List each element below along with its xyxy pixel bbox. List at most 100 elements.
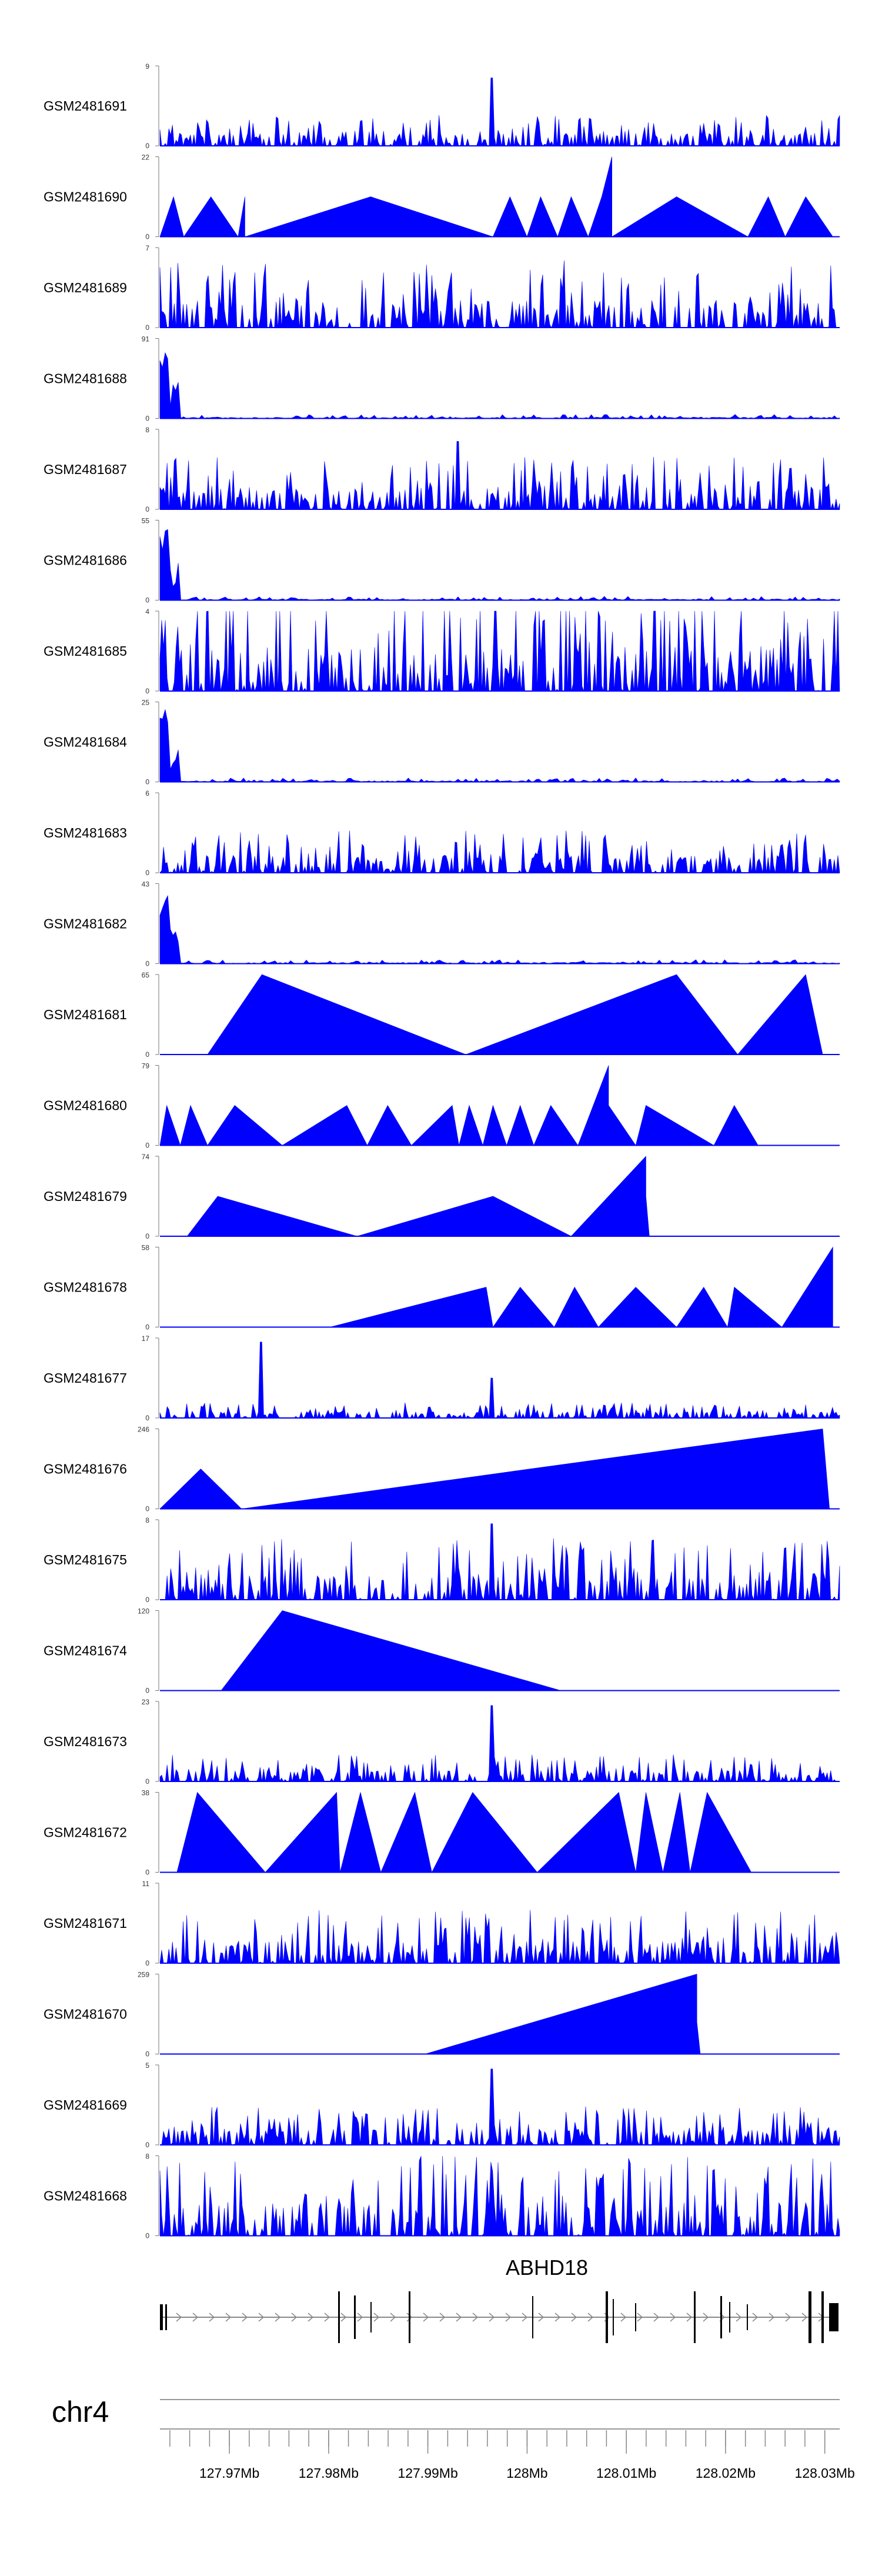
track-label: GSM2481682 <box>44 916 127 932</box>
coverage-area <box>159 260 840 329</box>
y-max-label: 58 <box>142 1244 150 1252</box>
axis-tick-label: 127.98Mb <box>299 2465 359 2481</box>
track-label: GSM2481673 <box>44 1734 127 1749</box>
strand-arrow <box>686 2313 693 2322</box>
track-label: GSM2481684 <box>44 735 127 750</box>
y-min-label: 0 <box>145 415 149 423</box>
track-GSM2481680: GSM2481680 79 0 <box>44 1062 840 1150</box>
y-min-label: 0 <box>145 2050 149 2058</box>
strand-arrow <box>258 2313 265 2322</box>
track-label: GSM2481675 <box>44 1552 127 1567</box>
y-min-label: 0 <box>145 1687 149 1695</box>
strand-arrow <box>554 2313 561 2322</box>
strand-arrow <box>439 2313 446 2322</box>
axis-tick-label: 128Mb <box>506 2465 547 2481</box>
track-GSM2481685: GSM2481685 4 0 <box>44 608 840 695</box>
y-max-label: 246 <box>138 1426 149 1434</box>
strand-arrow <box>538 2313 544 2322</box>
track-GSM2481677: GSM2481677 17 0 <box>44 1334 840 1422</box>
y-min-label: 0 <box>145 1232 149 1240</box>
exon-block <box>635 2303 636 2331</box>
strand-arrow <box>637 2313 643 2322</box>
exon-block <box>694 2291 696 2343</box>
y-min-label: 0 <box>145 233 149 241</box>
exon-block <box>747 2304 748 2330</box>
coverage-area <box>159 2155 840 2237</box>
track-label: GSM2481683 <box>44 825 127 840</box>
y-min-label: 0 <box>145 1959 149 1967</box>
y-min-label: 0 <box>145 1323 149 1332</box>
track-GSM2481691: GSM2481691 9 0 <box>44 62 840 150</box>
y-max-label: 43 <box>142 880 150 889</box>
y-max-label: 9 <box>145 62 149 71</box>
y-max-label: 11 <box>142 1880 150 1888</box>
y-min-label: 0 <box>145 2232 149 2240</box>
strand-arrow <box>192 2313 199 2322</box>
axis-tick-label: 128.01Mb <box>596 2465 656 2481</box>
track-GSM2481679: GSM2481679 74 0 <box>44 1153 840 1240</box>
exon-block <box>160 2304 163 2330</box>
y-min-label: 0 <box>145 505 149 513</box>
track-label: GSM2481679 <box>44 1189 127 1204</box>
strand-arrow <box>275 2313 281 2322</box>
strand-arrow <box>340 2313 347 2322</box>
strand-arrow <box>225 2313 232 2322</box>
track-GSM2481676: GSM2481676 246 0 <box>44 1426 840 1513</box>
coverage-area <box>176 1791 796 1873</box>
exon-block <box>729 2302 730 2333</box>
coverage-area <box>425 1974 769 2054</box>
coverage-area <box>159 830 840 874</box>
strand-arrow <box>472 2313 479 2322</box>
strand-arrow <box>308 2313 314 2322</box>
coverage-area <box>159 1910 840 1964</box>
strand-arrow <box>324 2313 330 2322</box>
track-label: GSM2481678 <box>44 1280 127 1295</box>
y-max-label: 8 <box>145 426 149 434</box>
track-GSM2481690: GSM2481690 22 0 <box>44 154 840 241</box>
exon-block <box>409 2291 410 2343</box>
strand-arrow <box>406 2313 413 2322</box>
y-max-label: 79 <box>142 1062 150 1070</box>
exon-block <box>354 2295 356 2339</box>
track-label: GSM2481677 <box>44 1370 127 1386</box>
coverage-area <box>220 1610 562 1691</box>
strand-arrow <box>505 2313 512 2322</box>
y-min-label: 0 <box>145 1050 149 1059</box>
exon-block <box>370 2302 372 2333</box>
track-label: GSM2481688 <box>44 371 127 386</box>
y-min-label: 0 <box>145 687 149 695</box>
strand-arrow <box>801 2313 808 2322</box>
coverage-area <box>160 2068 840 2146</box>
y-max-label: 23 <box>142 1698 150 1706</box>
coverage-area <box>159 610 840 692</box>
track-GSM2481670: GSM2481670 259 0 <box>44 1971 840 2058</box>
y-max-label: 8 <box>145 2153 149 2161</box>
strand-arrow <box>703 2313 709 2322</box>
y-max-label: 7 <box>145 244 149 252</box>
track-label: GSM2481672 <box>44 1825 127 1840</box>
track-label: GSM2481687 <box>44 462 127 477</box>
y-min-label: 0 <box>145 142 149 150</box>
track-GSM2481678: GSM2481678 58 0 <box>44 1244 840 1332</box>
y-max-label: 8 <box>145 1516 149 1524</box>
coverage-area <box>159 1705 840 1783</box>
axis-ticks: 127.97Mb 127.98Mb 127.99Mb 128Mb 128.01Mb 128… <box>169 2430 855 2481</box>
track-GSM2481683: GSM2481683 6 0 <box>44 789 840 877</box>
y-min-label: 0 <box>145 1505 149 1513</box>
strand-arrow <box>571 2313 577 2322</box>
strand-arrow <box>752 2313 759 2322</box>
track-label: GSM2481681 <box>44 1007 127 1022</box>
strand-arrow <box>390 2313 396 2322</box>
track-label: GSM2481668 <box>44 2188 127 2204</box>
coverage-area <box>159 529 840 600</box>
y-max-label: 38 <box>142 1789 150 1797</box>
exon-block <box>606 2291 608 2343</box>
y-max-label: 5 <box>145 2061 149 2070</box>
track-GSM2481674: GSM2481674 120 0 <box>44 1607 840 1695</box>
coverage-area <box>159 709 840 782</box>
y-min-label: 0 <box>145 2141 149 2149</box>
y-max-label: 91 <box>142 335 150 343</box>
strand-arrow <box>587 2313 594 2322</box>
coverage-area <box>160 1523 840 1601</box>
